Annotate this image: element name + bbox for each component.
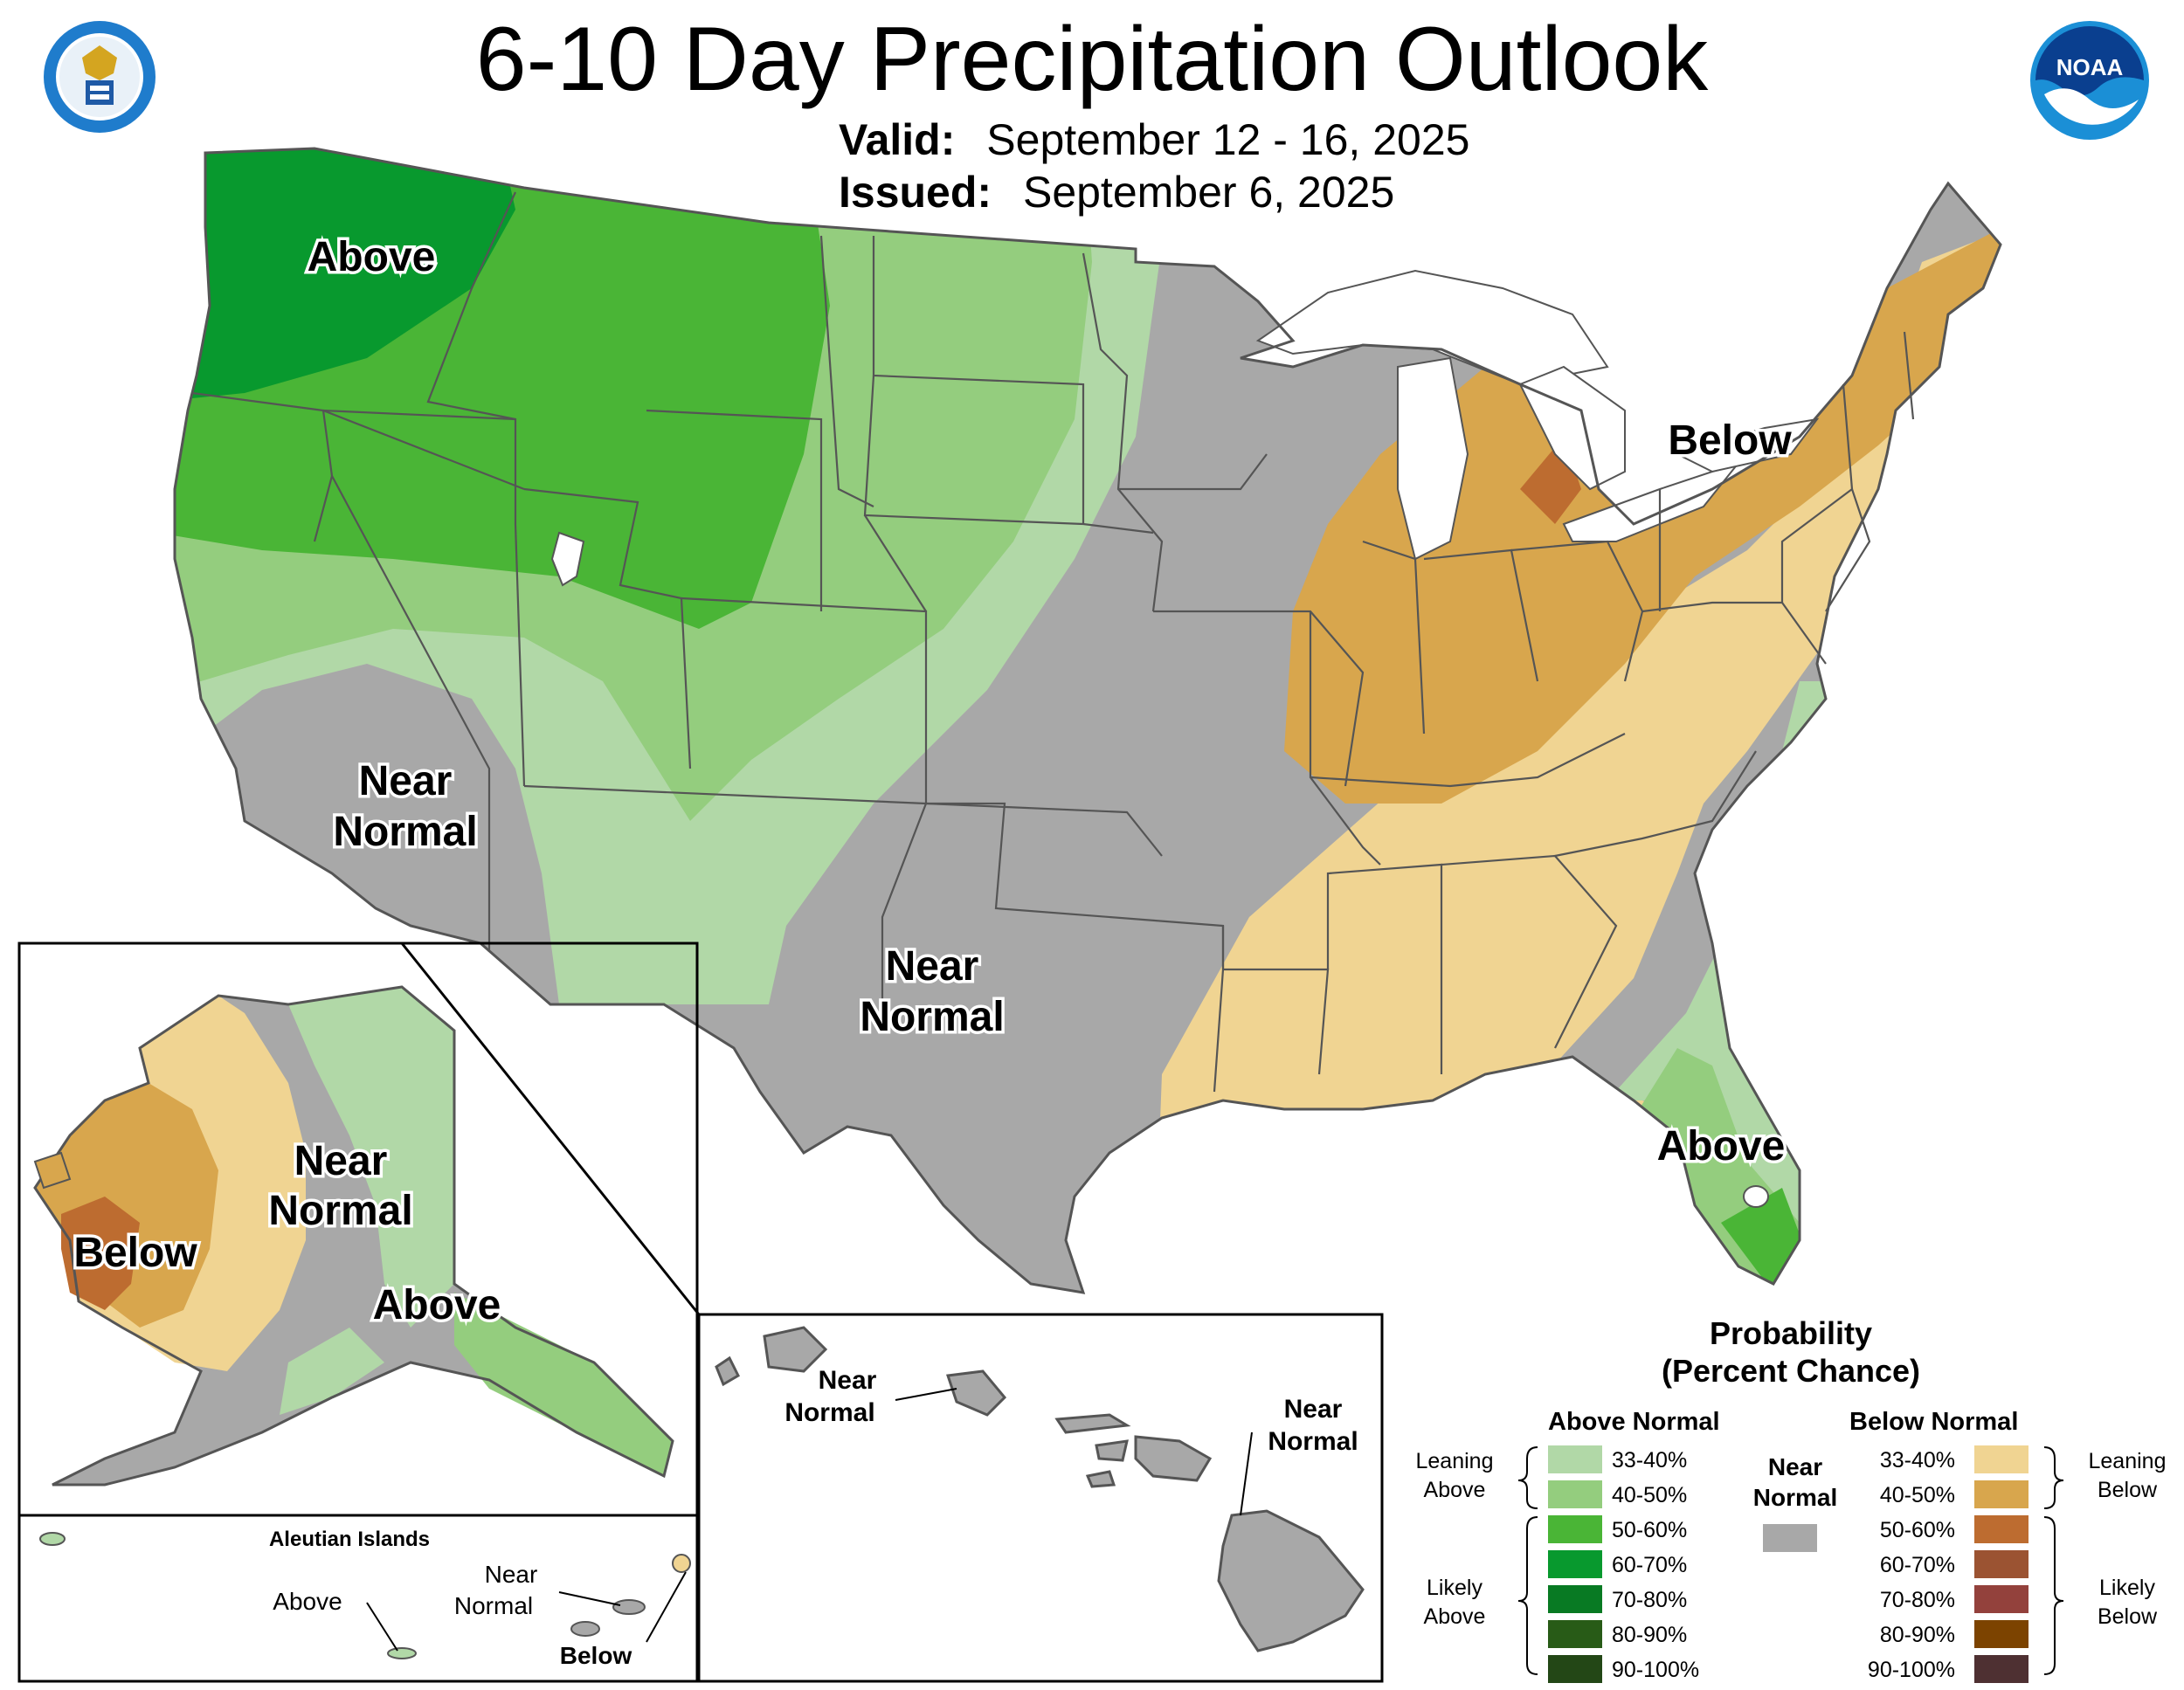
conus-outline — [173, 147, 2002, 1294]
hawaii-near-e-1: Near — [1284, 1395, 1343, 1424]
ak-island — [33, 1151, 72, 1190]
aleutian-near-2: Normal — [454, 1592, 533, 1619]
legend-leaning-above-2: Above — [1423, 1478, 1486, 1502]
legend-likely-above: Likely Above — [1398, 1574, 1511, 1631]
legend-above-label: 33-40% — [1612, 1448, 1688, 1473]
legend-below-label: 60-70% — [1879, 1553, 1955, 1577]
valid-line: Valid: September 12 - 16, 2025 — [839, 114, 1469, 166]
legend-leaning-above-1: Leaning — [1415, 1449, 1494, 1473]
noaa-logo-icon: NOAA — [2030, 21, 2149, 140]
great-lakes — [1255, 269, 1820, 561]
valid-label: Valid: — [839, 115, 956, 164]
legend-above-swatch — [1548, 1585, 1602, 1613]
inset-frames — [17, 942, 1384, 1683]
label-near-tx-2: Normal — [860, 994, 1004, 1040]
legend-below-swatch — [1974, 1550, 2028, 1578]
hawaii-near-w-2: Normal — [784, 1398, 874, 1427]
label-below-ne: Below — [1668, 417, 1792, 464]
legend-above-swatch — [1548, 1620, 1602, 1648]
legend-leaning-below-2: Below — [2097, 1478, 2158, 1502]
label-near-sw-2: Normal — [333, 809, 477, 855]
state-borders — [191, 191, 1915, 1093]
commerce-seal-icon — [44, 21, 156, 133]
label-above-nw: Above — [308, 234, 436, 280]
aleutian-above: Above — [273, 1588, 342, 1615]
legend-above-label: 90-100% — [1612, 1658, 1700, 1682]
legend-likely-above-1: Likely — [1427, 1576, 1482, 1600]
valid-value: September 12 - 16, 2025 — [986, 115, 1470, 164]
label-ak-near-2: Normal — [268, 1188, 412, 1234]
legend-title-1: Probability — [1709, 1315, 1873, 1351]
legend-below-swatch — [1974, 1585, 2028, 1613]
legend-above-swatch — [1548, 1515, 1602, 1543]
great-salt-lake — [550, 531, 585, 587]
hawaii-near-e-2: Normal — [1268, 1427, 1358, 1456]
legend-leaning-below: Leaning Below — [2070, 1447, 2184, 1505]
label-ak-below: Below — [73, 1230, 197, 1276]
legend-braces — [1517, 1446, 2064, 1675]
legend-near-2: Normal — [1752, 1484, 1838, 1511]
legend-leaning-below-1: Leaning — [2088, 1449, 2167, 1473]
legend-below-swatch — [1974, 1480, 2028, 1508]
legend-likely-below: Likely Below — [2070, 1574, 2184, 1631]
legend-above-label: 50-60% — [1612, 1518, 1688, 1542]
lake-okeechobee — [1743, 1185, 1769, 1208]
legend-above-header: Above Normal — [1548, 1408, 1720, 1436]
map-title: 6-10 Day Precipitation Outlook — [475, 9, 1709, 110]
legend-below-header: Below Normal — [1849, 1408, 2019, 1436]
label-ak-above: Above — [373, 1282, 501, 1328]
above-60-70-nw — [175, 148, 515, 402]
label-near-sw-1: Near — [359, 758, 453, 804]
label-ak-near-1: Near — [294, 1138, 388, 1184]
aleutian-title: Aleutian Islands — [269, 1528, 430, 1551]
legend-above-swatch — [1548, 1655, 1602, 1683]
label-near-tx-1: Near — [886, 943, 979, 990]
aleutian-near-pointer — [558, 1591, 621, 1606]
legend-likely-below-1: Likely — [2099, 1576, 2155, 1600]
legend-below-label: 40-50% — [1879, 1483, 1955, 1507]
alaska-shading — [35, 987, 673, 1485]
legend-below-swatch — [1974, 1655, 2028, 1683]
legend-likely-below-2: Below — [2097, 1604, 2158, 1629]
legend-below-label: 90-100% — [1867, 1658, 1955, 1682]
hawaii-near-w-pointer — [895, 1388, 957, 1401]
legend-title-2: (Percent Chance) — [1661, 1353, 1921, 1389]
aleutian-near-1: Near — [485, 1561, 538, 1588]
legend-below-label: 50-60% — [1879, 1518, 1955, 1542]
legend-likely-above-2: Above — [1423, 1604, 1486, 1629]
legend-below-label: 33-40% — [1879, 1448, 1955, 1473]
legend-below-label: 80-90% — [1879, 1623, 1955, 1647]
legend-below-swatch — [1974, 1620, 2028, 1648]
legend-above-swatch — [1548, 1445, 1602, 1473]
legend-above-label: 60-70% — [1612, 1553, 1688, 1577]
legend-above-swatch — [1548, 1550, 1602, 1578]
legend-below-swatch — [1974, 1445, 2028, 1473]
legend-near-normal-label: Near Normal — [1747, 1452, 1843, 1513]
legend-below-label: 70-80% — [1879, 1588, 1955, 1612]
alaska-outline — [33, 985, 674, 1487]
aleutian-below-pointer — [646, 1571, 687, 1643]
aleutian-below: Below — [560, 1642, 632, 1669]
issued-line: Issued: September 6, 2025 — [839, 166, 1394, 218]
hawaii-near-e-pointer — [1240, 1431, 1253, 1516]
hawaii-near-w-1: Near — [819, 1366, 877, 1395]
legend-leaning-above: Leaning Above — [1398, 1447, 1511, 1505]
legend: Probability (Percent Chance) Above Norma… — [1398, 1314, 2184, 1683]
aleutian-above-pointer — [366, 1602, 398, 1652]
hawaii-islands — [715, 1326, 1365, 1652]
issued-value: September 6, 2025 — [1022, 168, 1395, 217]
legend-near-normal-swatch — [1763, 1524, 1817, 1552]
issued-label: Issued: — [839, 168, 992, 217]
aleutian-islands — [39, 1532, 691, 1659]
legend-above-label: 80-90% — [1612, 1623, 1688, 1647]
label-above-fl: Above — [1657, 1123, 1786, 1169]
legend-near-1: Near — [1767, 1453, 1823, 1480]
legend-above-label: 40-50% — [1612, 1483, 1688, 1507]
legend-above-label: 70-80% — [1612, 1588, 1688, 1612]
legend-below-swatch — [1974, 1515, 2028, 1543]
noaa-logo-text: NOAA — [2056, 54, 2124, 80]
legend-above-swatch — [1548, 1480, 1602, 1508]
